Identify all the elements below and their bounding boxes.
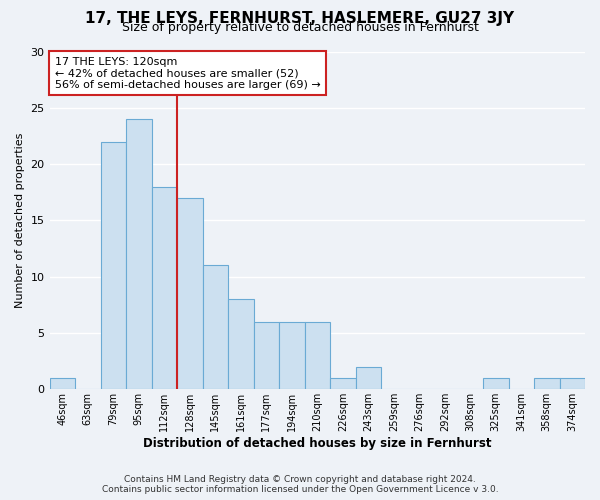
Bar [305, 322, 330, 390]
Bar [279, 322, 305, 390]
Y-axis label: Number of detached properties: Number of detached properties [15, 132, 25, 308]
Text: Contains HM Land Registry data © Crown copyright and database right 2024.
Contai: Contains HM Land Registry data © Crown c… [101, 474, 499, 494]
Text: 17, THE LEYS, FERNHURST, HASLEMERE, GU27 3JY: 17, THE LEYS, FERNHURST, HASLEMERE, GU27… [85, 11, 515, 26]
Bar [356, 367, 381, 390]
Bar [126, 119, 152, 390]
Bar [560, 378, 585, 390]
Bar [152, 186, 177, 390]
Bar [50, 378, 75, 390]
X-axis label: Distribution of detached houses by size in Fernhurst: Distribution of detached houses by size … [143, 437, 491, 450]
Bar [254, 322, 279, 390]
Bar [534, 378, 560, 390]
Bar [203, 266, 228, 390]
Text: 17 THE LEYS: 120sqm
← 42% of detached houses are smaller (52)
56% of semi-detach: 17 THE LEYS: 120sqm ← 42% of detached ho… [55, 56, 320, 90]
Bar [330, 378, 356, 390]
Bar [101, 142, 126, 390]
Bar [228, 299, 254, 390]
Text: Size of property relative to detached houses in Fernhurst: Size of property relative to detached ho… [122, 22, 478, 35]
Bar [177, 198, 203, 390]
Bar [483, 378, 509, 390]
